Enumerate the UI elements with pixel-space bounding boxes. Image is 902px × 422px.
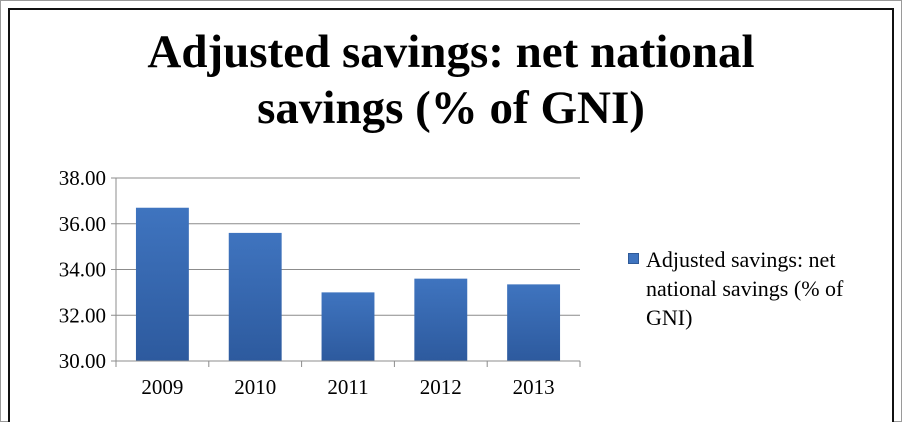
chart-title-line-2: savings (% of GNI) bbox=[257, 82, 645, 134]
y-tick-label: 30.00 bbox=[59, 349, 106, 373]
legend-swatch bbox=[628, 253, 639, 264]
chart-title-line-1: Adjusted savings: net national bbox=[147, 26, 755, 78]
y-tick-label: 32.00 bbox=[59, 303, 106, 327]
legend: Adjusted savings: net national savings (… bbox=[628, 245, 890, 332]
legend-label: Adjusted savings: net national savings (… bbox=[646, 247, 844, 330]
x-tick-label: 2010 bbox=[234, 375, 276, 399]
bar-2009 bbox=[135, 207, 189, 361]
bar-2013 bbox=[507, 284, 561, 361]
x-tick-label: 2011 bbox=[327, 375, 368, 399]
x-tick-label: 2012 bbox=[420, 375, 462, 399]
y-tick-label: 36.00 bbox=[59, 212, 106, 236]
y-tick-label: 34.00 bbox=[59, 258, 106, 282]
bar-2012 bbox=[414, 278, 468, 361]
bar-2011 bbox=[321, 292, 375, 361]
y-tick-label: 38.00 bbox=[59, 166, 106, 190]
bar-2010 bbox=[228, 232, 282, 361]
x-tick-label: 2013 bbox=[513, 375, 555, 399]
x-tick-label: 2009 bbox=[141, 375, 183, 399]
chart-title: Adjusted savings: net national savings (… bbox=[0, 24, 902, 136]
